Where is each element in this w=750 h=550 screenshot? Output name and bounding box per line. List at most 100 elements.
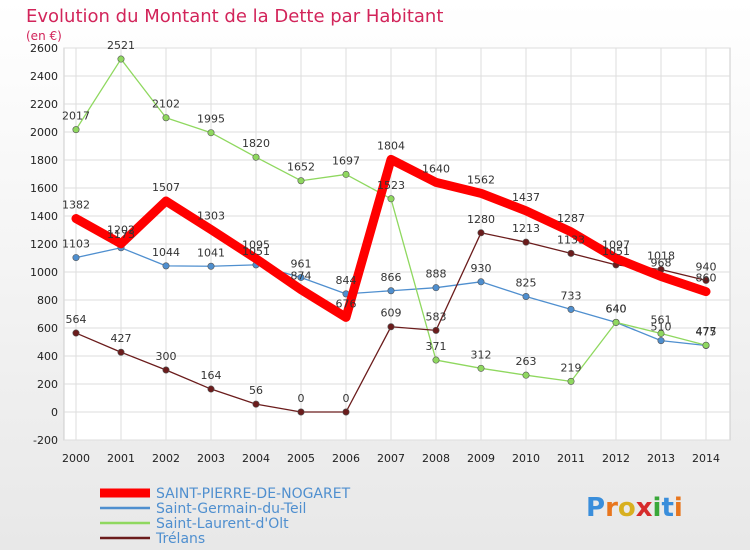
grid-layer [63, 47, 731, 441]
x-tick-label: 2004 [242, 452, 270, 465]
data-label: 1287 [557, 212, 585, 225]
legend-label: SAINT-PIERRE-DE-NOGARET [156, 486, 351, 502]
series-layer [71, 55, 711, 416]
x-tick-label: 2006 [332, 452, 360, 465]
data-label: 583 [426, 310, 447, 323]
data-point [567, 227, 575, 236]
data-label: 640 [606, 302, 627, 315]
y-tick-label: 2200 [30, 98, 58, 111]
x-tick-label: 2008 [422, 452, 450, 465]
data-point [207, 225, 215, 234]
data-point [297, 273, 305, 281]
data-label: 1652 [287, 161, 315, 174]
legend: SAINT-PIERRE-DE-NOGARETSaint-Germain-du-… [100, 486, 351, 547]
data-point [522, 238, 530, 246]
data-point [162, 262, 170, 270]
legend-label: Saint-Laurent-d'Olt [156, 516, 289, 532]
x-tick-label: 2002 [152, 452, 180, 465]
data-point [702, 341, 710, 349]
data-point [117, 239, 125, 248]
data-point [72, 214, 80, 223]
data-label: 2017 [62, 110, 90, 123]
data-label: 888 [426, 268, 447, 281]
data-point [702, 287, 710, 296]
logo-letter: t [661, 493, 673, 523]
logo-letter: i [674, 493, 683, 523]
data-label: 1507 [152, 181, 180, 194]
unit-label: (en €) [26, 29, 62, 43]
data-label: 1437 [512, 191, 540, 204]
data-label: 1280 [467, 213, 495, 226]
proxiti-logo: Proxiti [586, 493, 683, 523]
data-point [702, 276, 710, 284]
data-label: 1095 [242, 239, 270, 252]
data-point [477, 364, 485, 372]
data-labels-layer: 1103 1173 1044 1041 1051 961 844 866 888 930 825 73… [62, 39, 717, 405]
data-label: 1640 [422, 162, 450, 175]
data-label: 564 [66, 313, 87, 326]
y-tick-label: 1200 [30, 238, 58, 251]
data-point [252, 400, 260, 408]
data-label: 1562 [467, 173, 495, 186]
data-label: 874 [291, 270, 312, 283]
data-point [117, 348, 125, 356]
data-point [297, 408, 305, 416]
data-label: 825 [516, 277, 537, 290]
data-label: 930 [471, 262, 492, 275]
data-point [522, 371, 530, 379]
data-label: 1697 [332, 154, 360, 167]
data-point [387, 195, 395, 203]
data-point [72, 254, 80, 262]
data-point [117, 55, 125, 63]
chart-title: Evolution du Montant de la Dette par Hab… [26, 6, 443, 27]
data-point [162, 197, 170, 206]
y-tick-label: 1400 [30, 210, 58, 223]
data-point [72, 329, 80, 337]
data-label: 561 [651, 313, 672, 326]
data-label: 312 [471, 348, 492, 361]
logo-letter: x [636, 493, 653, 523]
data-point [207, 385, 215, 393]
data-label: 1051 [242, 245, 270, 258]
data-point [657, 329, 665, 337]
data-point [297, 285, 305, 294]
data-point [342, 170, 350, 178]
data-label: 1202 [107, 224, 135, 237]
logo-letter: i [653, 493, 662, 523]
data-point [522, 292, 530, 300]
data-point [342, 408, 350, 416]
data-point [387, 287, 395, 295]
data-label: 676 [336, 297, 357, 310]
data-label: 2521 [107, 39, 135, 52]
data-label: 164 [201, 369, 222, 382]
x-tick-label: 2003 [197, 452, 225, 465]
data-point [567, 377, 575, 385]
data-point [477, 278, 485, 286]
y-tick-label: 400 [37, 350, 58, 363]
x-tick-label: 2012 [602, 452, 630, 465]
data-label: 510 [651, 321, 672, 334]
logo-letter: r [605, 493, 618, 523]
data-point [477, 189, 485, 198]
logo-text: Proxiti [586, 493, 683, 523]
x-tick-label: 2013 [647, 452, 675, 465]
data-point [657, 272, 665, 281]
y-tick-label: -200 [33, 434, 58, 447]
data-label: 1213 [512, 222, 540, 235]
data-point [657, 337, 665, 345]
data-label: 609 [381, 307, 402, 320]
data-point [522, 206, 530, 215]
y-tick-label: 2400 [30, 70, 58, 83]
data-point [477, 229, 485, 237]
data-point [207, 262, 215, 270]
y-tick-label: 800 [37, 294, 58, 307]
y-tick-label: 1000 [30, 266, 58, 279]
data-point [387, 155, 395, 164]
x-tick-label: 2007 [377, 452, 405, 465]
data-point [432, 356, 440, 364]
data-label: 1044 [152, 246, 180, 259]
data-label: 1103 [62, 238, 90, 251]
data-point [567, 305, 575, 313]
data-point [162, 114, 170, 122]
